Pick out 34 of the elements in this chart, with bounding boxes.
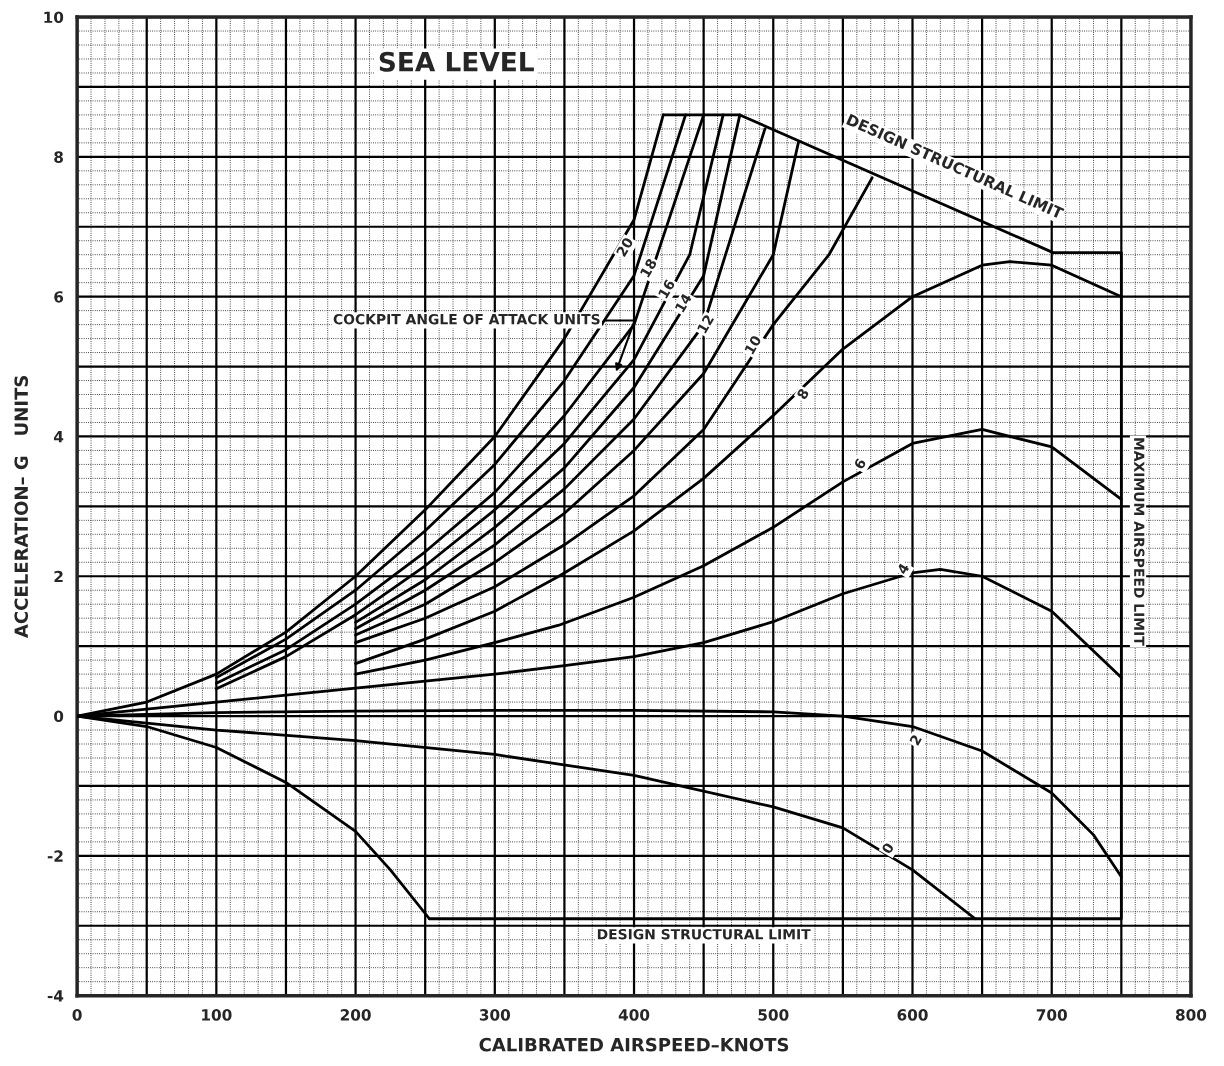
x-tick-label: 200	[340, 1009, 371, 1021]
x-tick-label: 100	[202, 1009, 232, 1021]
annotation: 18	[639, 257, 658, 278]
y-tick-label: 2	[54, 570, 63, 583]
annotation: 12	[696, 314, 714, 334]
x-tick-label: 800	[1175, 1009, 1207, 1021]
y-tick-label: -4	[47, 990, 64, 1002]
x-tick-label: 400	[618, 1009, 650, 1021]
x-tick-label: 700	[1036, 1009, 1067, 1021]
x-tick-label: 500	[758, 1009, 789, 1021]
annotation: 4	[896, 562, 910, 575]
annotation: 0	[881, 842, 895, 855]
y-tick-label: 10	[44, 11, 64, 24]
annotation: MAXIMUM AIRSPEED LIMIT	[1133, 438, 1145, 646]
annotation: 6	[853, 457, 867, 470]
y-tick-label: 0	[54, 710, 64, 723]
annotation: 8	[796, 387, 810, 400]
text: SEA LEVEL	[379, 51, 534, 72]
y-axis-title: ACCELERATION– G UNITS	[14, 375, 29, 638]
y-tick-label: 6	[54, 291, 64, 303]
annotation: 16	[657, 278, 676, 299]
x-tick-label: 600	[897, 1009, 928, 1021]
annotation: 2	[909, 734, 922, 746]
y-tick-label: 8	[54, 151, 63, 163]
annotation: 20	[615, 236, 634, 258]
x-tick-label: 300	[479, 1009, 511, 1021]
x-axis-title: CALIBRATED AIRSPEED–KNOTS	[479, 1037, 789, 1052]
y-tick-label: 4	[53, 431, 64, 443]
annotation: 14	[674, 292, 692, 313]
annotation: 10	[744, 334, 762, 355]
annotation: COCKPIT ANGLE OF ATTACK UNITS	[333, 313, 600, 325]
annotation: DESIGN STRUCTURAL LIMIT	[597, 928, 811, 940]
x-tick-label: 0	[72, 1009, 82, 1021]
y-tick-label: -2	[47, 850, 63, 862]
